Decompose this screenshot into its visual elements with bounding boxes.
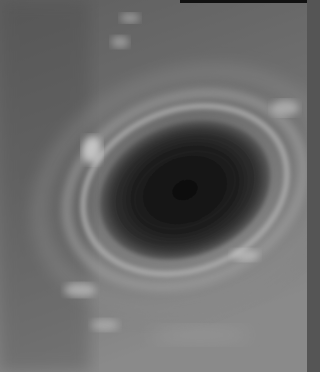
bright-cloud: [111, 36, 129, 48]
page: [0, 0, 307, 372]
bright-cloud: [91, 319, 119, 331]
bright-cloud: [231, 249, 259, 261]
bright-cloud: [271, 100, 299, 116]
vortex-photo: [0, 0, 307, 372]
bright-cloud: [120, 13, 140, 23]
cloud-band: [150, 325, 250, 345]
top-edge: [180, 0, 307, 3]
bright-cloud: [82, 136, 102, 164]
bright-cloud: [64, 283, 96, 297]
